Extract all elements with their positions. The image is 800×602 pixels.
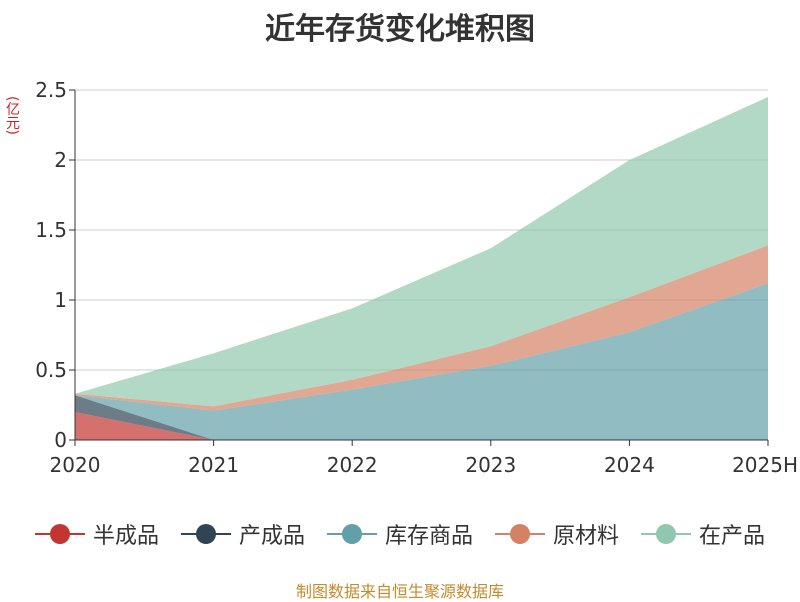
area-series-半成品 [75,412,768,440]
area-series-库存商品 [75,283,768,440]
y-tick-label: 1.5 [35,218,67,242]
area-series-原材料 [75,245,768,411]
y-tick-label: 2.5 [35,78,67,102]
legend-label: 产成品 [238,524,305,549]
legend-item[interactable]: 在产品 [641,518,765,550]
y-tick-label: 0 [54,428,67,452]
x-tick-label: 2025H [732,453,798,477]
y-tick-label: 2 [54,148,67,172]
legend-label: 半成品 [92,524,159,549]
area-series-在产品 [75,97,768,407]
x-tick-label: 2024 [604,453,655,477]
x-tick-label: 2023 [465,453,516,477]
legend-item[interactable]: 库存商品 [326,518,473,550]
legend-label: 原材料 [553,524,620,549]
data-source-note: 制图数据来自恒生聚源数据库 [295,582,504,601]
chart-title: 近年存货变化堆积图 [265,12,535,47]
legend-item[interactable]: 原材料 [495,518,619,550]
legend-item[interactable]: 产成品 [180,518,305,550]
legend-marker-icon [180,524,231,544]
legend-marker-icon [495,524,545,544]
x-tick-label: 2022 [327,453,378,477]
legend-marker-icon [326,524,377,544]
legend-label: 库存商品 [384,524,473,549]
legend-marker-icon [641,524,692,544]
x-tick-label: 2020 [50,453,101,477]
y-axis-unit-label: (亿元) [4,96,20,135]
x-tick-label: 2021 [188,453,239,477]
chart-legend: 半成品 产成品 库存商品 原材料 在产品 [0,512,800,556]
legend-item[interactable]: 半成品 [34,518,159,550]
y-tick-label: 1 [54,288,67,312]
y-tick-label: 0.5 [35,358,67,382]
legend-marker-icon [34,524,85,544]
legend-label: 在产品 [699,524,766,549]
